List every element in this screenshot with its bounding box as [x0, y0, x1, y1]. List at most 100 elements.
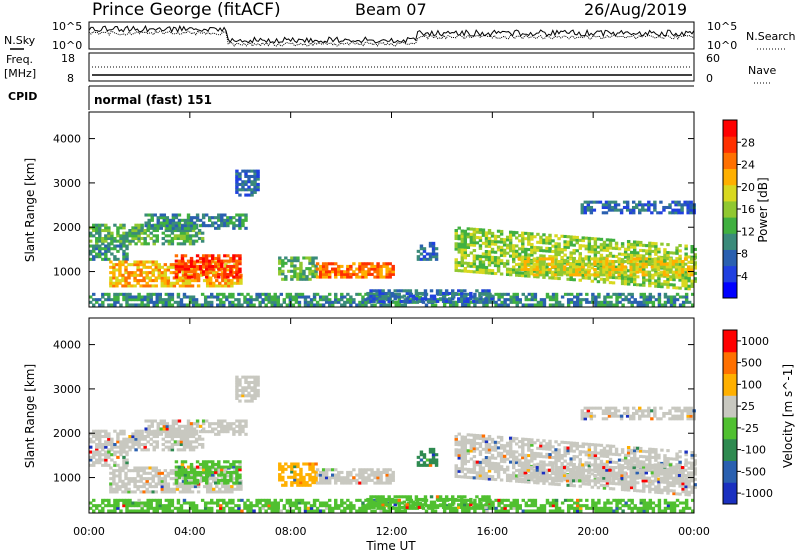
velocity-cell: [201, 460, 206, 464]
power-cell: [653, 205, 657, 210]
velocity-cell: [463, 472, 468, 477]
velocity-cell: [136, 471, 140, 475]
velocity-cell: [626, 453, 631, 458]
velocity-cell: [116, 432, 120, 436]
power-cell: [478, 291, 482, 295]
power-cell: [159, 216, 164, 220]
power-cell: [296, 267, 300, 271]
velocity-cell: [311, 481, 315, 485]
velocity-cell: [469, 433, 474, 437]
station-title: Prince George (fitACF): [92, 0, 281, 20]
velocity-cell: [182, 437, 187, 441]
power-cell: [155, 295, 159, 299]
power-cell: [575, 238, 579, 242]
power-cell: [548, 241, 552, 245]
power-cell: [232, 254, 236, 258]
power-cell: [529, 268, 534, 272]
power-cell: [311, 264, 315, 268]
power-cell: [487, 258, 492, 262]
power-cell: [472, 235, 477, 239]
power-cell: [200, 303, 205, 307]
velocity-cell: [499, 451, 504, 455]
velocity-cell: [116, 435, 120, 439]
power-cell: [160, 276, 165, 280]
velocity-cell: [98, 437, 102, 441]
power-cell: [560, 250, 564, 254]
power-cell: [122, 226, 126, 230]
velocity-cell: [163, 477, 168, 481]
power-cell: [593, 240, 598, 244]
velocity-cell: [487, 434, 492, 439]
velocity-cell: [358, 473, 362, 477]
power-cell: [198, 218, 203, 222]
velocity-cell: [617, 458, 622, 462]
power-cell: [229, 256, 233, 260]
power-cell: [463, 253, 468, 257]
power-cell: [188, 242, 193, 246]
velocity-cell: [545, 442, 549, 446]
velocity-cell: [617, 466, 622, 470]
power-cell: [530, 242, 534, 247]
power-cell: [617, 276, 622, 280]
power-cell: [226, 275, 230, 279]
power-cell: [547, 268, 552, 272]
velocity-cell: [226, 422, 230, 426]
power-cell: [512, 300, 516, 304]
velocity-cell: [177, 468, 182, 472]
power-cell: [586, 205, 591, 210]
power-cell: [358, 292, 362, 296]
velocity-cell: [346, 481, 350, 485]
velocity-cell: [220, 473, 224, 477]
velocity-cell: [233, 477, 237, 481]
power-cell: [526, 257, 531, 261]
power-cell: [154, 279, 158, 283]
power-cell: [229, 218, 233, 222]
power-cell: [551, 239, 555, 243]
velocity-cell: [416, 455, 421, 459]
velocity-cell: [193, 485, 198, 489]
power-cell: [431, 255, 436, 259]
power-cell: [367, 295, 371, 299]
y-tick-label: 3000: [53, 177, 81, 190]
velocity-cell: [611, 452, 616, 456]
power-cell: [367, 270, 371, 274]
velocity-cell: [542, 481, 546, 485]
velocity-cell: [151, 477, 155, 481]
power-cell: [521, 250, 525, 254]
power-cell: [593, 273, 597, 277]
power-cell: [520, 265, 524, 269]
power-cell: [223, 221, 227, 225]
velocity-cell: [596, 443, 601, 447]
velocity-cell: [238, 422, 242, 426]
power-cell: [460, 245, 464, 249]
velocity-cell: [204, 462, 209, 466]
power-cell: [472, 254, 477, 258]
power-cell: [611, 254, 616, 258]
power-cell: [518, 271, 522, 275]
velocity-cell: [136, 485, 140, 489]
velocity-cell: [645, 484, 649, 488]
power-cell: [632, 273, 636, 277]
velocity-cell: [122, 429, 126, 433]
velocity-cell: [614, 450, 619, 454]
power-cell: [376, 264, 380, 268]
power-cell: [128, 239, 132, 243]
power-cell: [299, 277, 303, 281]
power-cell: [463, 269, 468, 273]
velocity-cell: [220, 470, 224, 474]
power-cell: [490, 250, 495, 254]
power-cell: [602, 248, 607, 252]
velocity-cell: [636, 457, 640, 461]
power-cell: [244, 182, 248, 186]
power-cell: [674, 270, 679, 274]
power-cell: [506, 303, 510, 307]
velocity-cell: [575, 455, 579, 459]
power-cell: [553, 265, 558, 269]
power-cell: [250, 174, 254, 178]
velocity-cell: [175, 485, 180, 489]
velocity-cell: [232, 430, 236, 434]
power-cell: [550, 260, 555, 264]
power-cell: [309, 303, 314, 307]
velocity-cell: [511, 439, 516, 443]
power-cell: [460, 294, 464, 298]
